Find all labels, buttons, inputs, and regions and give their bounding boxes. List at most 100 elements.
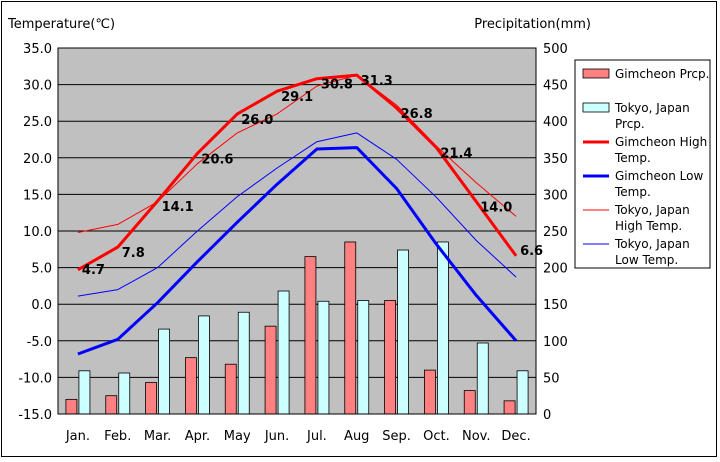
- high-temp-data-labels: 4.7 7.8 14.1 20.6 26.0 29.1 30.8 31.3 26.8 21.4 14…: [82, 74, 543, 278]
- left-tick-label: 10.0: [23, 225, 52, 240]
- precip-bar: [277, 290, 290, 415]
- left-axis-title: Temperature(℃): [7, 17, 115, 32]
- data-label: 14.0: [480, 201, 512, 216]
- data-label: 6.6: [520, 244, 543, 259]
- left-tick-label: 30.0: [23, 79, 52, 94]
- x-category-label: May: [224, 429, 251, 444]
- right-tick-label: 350: [543, 152, 568, 167]
- legend-label: Gimcheon High: [615, 135, 707, 149]
- right-tick-label: 0: [543, 408, 551, 423]
- data-label: 14.1: [162, 200, 194, 215]
- legend-swatch: [582, 68, 610, 79]
- right-tick-label: 250: [543, 225, 568, 240]
- legend-label: Low Temp.: [615, 253, 678, 267]
- plot-border: [57, 47, 537, 415]
- legend: Gimcheon Prcp. Tokyo, Japan Prcp. Gimcheon …: [574, 59, 711, 269]
- left-tick-label: -5.0: [27, 335, 52, 350]
- legend-label: Prcp.: [615, 117, 645, 131]
- right-tick-label: 400: [543, 115, 568, 130]
- precip-bar: [463, 390, 476, 415]
- right-tick-label: 200: [543, 262, 568, 277]
- precip-bar: [384, 300, 396, 415]
- right-tick-label: 500: [543, 42, 568, 57]
- right-tick-label: 50: [543, 371, 560, 386]
- right-tick-label: 300: [543, 188, 568, 203]
- data-label: 30.8: [321, 78, 353, 93]
- precipitation-bars: [65, 241, 529, 415]
- left-tick-label: 20.0: [23, 152, 52, 167]
- data-label: 21.4: [440, 147, 472, 162]
- precip-bar: [437, 241, 449, 415]
- precip-bar: [237, 311, 250, 415]
- precip-bar: [317, 300, 330, 415]
- precip-bar: [185, 357, 197, 415]
- temp-line: [77, 74, 517, 233]
- precip-bar: [118, 372, 131, 415]
- left-tick-label: 35.0: [23, 42, 52, 57]
- x-category-label: Jan.: [65, 429, 90, 444]
- precip-bar: [516, 370, 529, 415]
- precip-bar: [264, 325, 277, 415]
- x-category-label: Feb.: [104, 429, 131, 444]
- x-category-label: Nov.: [462, 429, 491, 444]
- precip-bar: [105, 395, 118, 415]
- left-axis-ticks: 35.0 30.0 25.0 20.0 15.0 10.0 5.0 0.0 -5.0 -10.0 -…: [18, 42, 52, 423]
- temp-line: [77, 73, 518, 272]
- x-category-label: Dec.: [501, 429, 530, 444]
- precip-bar: [476, 342, 489, 415]
- precip-bar: [304, 256, 317, 415]
- data-label: 4.7: [82, 263, 105, 278]
- legend-label: Gimcheon Prcp.: [615, 67, 709, 81]
- x-category-label: Mar.: [144, 429, 171, 444]
- legend-label: High Temp.: [615, 219, 682, 233]
- legend-label: Tokyo, Japan: [614, 237, 690, 251]
- precip-bar: [424, 369, 436, 415]
- left-tick-label: 15.0: [23, 188, 52, 203]
- precip-bar: [158, 328, 170, 415]
- legend-box: [574, 59, 711, 269]
- legend-label: Tokyo, Japan: [614, 203, 690, 217]
- data-label: 26.8: [401, 107, 433, 122]
- precip-bar: [145, 382, 157, 415]
- right-axis-title: Precipitation(mm): [474, 17, 591, 32]
- left-tick-label: 0.0: [31, 298, 52, 313]
- data-label: 29.1: [281, 90, 313, 105]
- precip-bar: [357, 300, 370, 415]
- x-category-label: Oct.: [423, 429, 450, 444]
- left-tick-label: 25.0: [23, 115, 52, 130]
- right-tick-label: 450: [543, 79, 568, 94]
- temp-line: [77, 132, 517, 297]
- x-category-label: Jul.: [306, 429, 327, 444]
- temp-line: [77, 146, 518, 356]
- data-label: 31.3: [361, 74, 393, 89]
- legend-label: Tokyo, Japan: [614, 101, 690, 115]
- precip-bar: [224, 363, 237, 415]
- x-category-label: Sep.: [382, 429, 411, 444]
- legend-swatch: [582, 102, 610, 113]
- x-axis-categories: Jan. Feb. Mar. Apr. May Jun. Jul. Aug Sep. Oct. No…: [65, 429, 531, 444]
- x-category-label: Apr.: [185, 429, 210, 444]
- right-tick-label: 150: [543, 298, 568, 313]
- right-tick-label: 100: [543, 335, 568, 350]
- precip-bar: [198, 315, 210, 415]
- gridlines: [58, 84, 536, 378]
- legend-label: Temp.: [614, 151, 651, 165]
- data-label: 26.0: [241, 113, 273, 128]
- temperature-lines: [77, 73, 518, 356]
- x-category-label: Aug: [344, 429, 369, 444]
- left-tick-label: -15.0: [18, 408, 52, 423]
- x-category-label: Jun.: [264, 429, 289, 444]
- left-tick-label: 5.0: [31, 262, 52, 277]
- precip-bar: [397, 249, 409, 415]
- legend-label: Gimcheon Low: [615, 169, 703, 183]
- precip-bar: [65, 398, 78, 415]
- data-label: 7.8: [122, 246, 145, 261]
- precip-bar: [503, 400, 516, 415]
- legend-label: Temp.: [614, 185, 651, 199]
- data-label: 20.6: [201, 152, 233, 167]
- precip-bar: [344, 241, 357, 415]
- precip-bar: [78, 370, 91, 415]
